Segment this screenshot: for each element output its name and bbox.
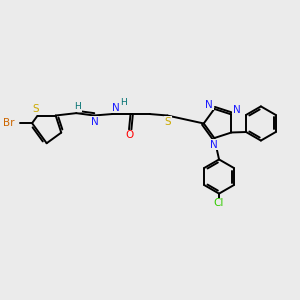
Text: Cl: Cl [214, 198, 224, 208]
Text: N: N [210, 140, 218, 149]
Text: N: N [91, 117, 98, 127]
Text: N: N [112, 103, 120, 112]
Text: N: N [205, 100, 213, 110]
Text: H: H [120, 98, 127, 107]
Text: S: S [33, 104, 40, 114]
Text: S: S [165, 117, 171, 127]
Text: H: H [74, 102, 81, 111]
Text: N: N [233, 105, 241, 115]
Text: O: O [125, 130, 133, 140]
Text: Br: Br [3, 118, 14, 128]
